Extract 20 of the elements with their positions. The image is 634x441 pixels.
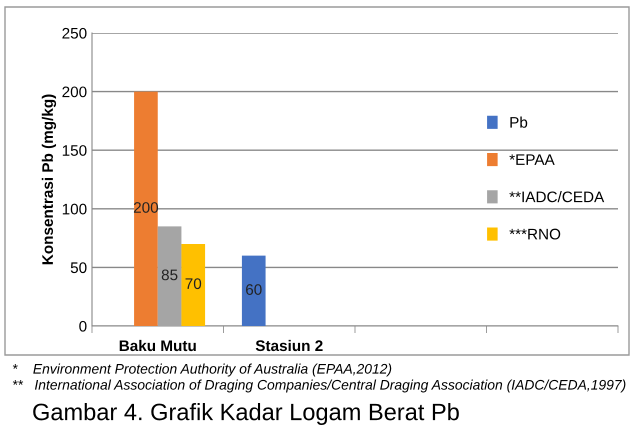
legend-label: **IADC/CEDA [509, 191, 604, 202]
data-label: 85 [162, 269, 178, 280]
y-tick-label: 0 [79, 320, 87, 332]
legend-label: *EPAA [509, 154, 555, 165]
legend-label: Pb [510, 116, 528, 128]
x-tick-label: Baku Mutu [120, 340, 196, 352]
x-tick-label: Stasiun 2 [256, 340, 323, 352]
y-tick-label: 100 [62, 204, 87, 214]
y-tick-label: 250 [62, 28, 87, 39]
text: * Environment Protection Authority of Australia (EPAA,2012) [12, 364, 392, 376]
data-label: 70 [186, 278, 202, 290]
y-axis-title: Konsentrasi Pb (mg/kg) [42, 94, 56, 264]
text: Gambar 4. Grafik Kadar Logam Berat Pb [33, 402, 459, 426]
text: ** International Association of Draging Companies/Central Draging Association (IADC/CEDA,1997) [12, 380, 626, 392]
y-tick-label: 150 [62, 145, 87, 156]
y-tick-label: 200 [62, 86, 87, 98]
data-label: 60 [246, 284, 262, 295]
y-tick-label: 50 [70, 262, 87, 274]
legend-label: ***RNO [509, 228, 560, 240]
data-label: 200 [134, 202, 158, 213]
